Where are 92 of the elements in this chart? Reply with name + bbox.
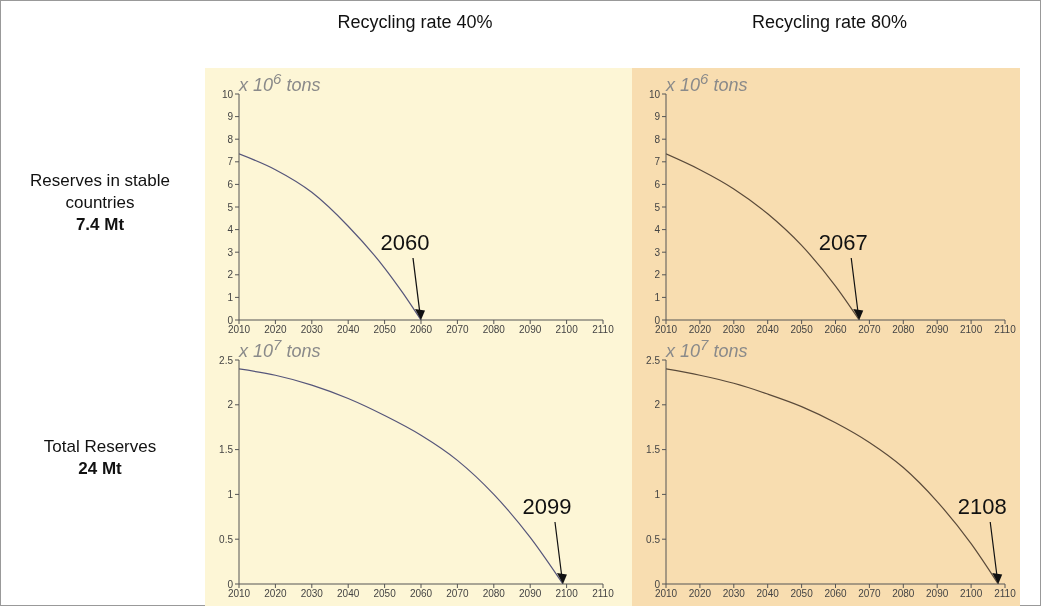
y-tick-label: 1 <box>654 291 661 303</box>
y-tick-label: 1 <box>227 291 234 303</box>
text: 7.4 Mt <box>74 214 126 236</box>
x-tick-label: 2060 <box>409 324 433 336</box>
y-tick-label: 1 <box>227 488 234 500</box>
x-tick-label: 2050 <box>373 324 397 336</box>
annotation: 2067 <box>818 230 868 255</box>
y-tick-label: 7 <box>227 156 234 168</box>
x-tick-label: 2020 <box>688 324 712 336</box>
y-tick-label: 8 <box>227 133 234 145</box>
x-tick-label: 2010 <box>654 324 678 336</box>
y-tick-label: 4 <box>227 224 234 236</box>
x-tick-label: 2050 <box>790 588 814 600</box>
y-tick-label: 2 <box>227 399 234 411</box>
x-tick-label: 2030 <box>300 588 324 600</box>
x-tick-label: 2060 <box>409 588 433 600</box>
x-tick-label: 2080 <box>482 324 506 336</box>
x-tick-label: 2070 <box>446 324 469 336</box>
x-tick-label: 2040 <box>337 324 360 336</box>
x-tick-label: 2010 <box>227 324 251 336</box>
x-tick-label: 2110 <box>994 324 1017 336</box>
y-tick-label: 6 <box>654 178 661 190</box>
x-tick-label: 2020 <box>264 324 287 336</box>
x-tick-label: 2090 <box>926 324 949 336</box>
x-tick-label: 2090 <box>926 588 949 600</box>
x-tick-label: 2080 <box>482 588 506 600</box>
y-tick-label: 9 <box>227 111 234 123</box>
x-tick-label: 2030 <box>722 588 746 600</box>
x-tick-label: 2060 <box>824 324 848 336</box>
x-tick-label: 2070 <box>858 324 881 336</box>
text: Reserves in stable countries <box>29 170 171 214</box>
y-tick-label: 2 <box>654 399 661 411</box>
y-tick-label: 0 <box>227 578 234 590</box>
text: 24 Mt <box>77 458 123 480</box>
x-tick-label: 2020 <box>264 588 287 600</box>
x-tick-label: 2030 <box>722 324 746 336</box>
x-tick-label: 2080 <box>892 324 915 336</box>
y-tick-label: 9 <box>654 111 661 123</box>
y-tick-label: 7 <box>654 156 661 168</box>
y-tick-label: 1.5 <box>646 444 661 456</box>
y-tick-label: 8 <box>654 133 661 145</box>
x-tick-label: 2010 <box>227 588 251 600</box>
x-tick-label: 2090 <box>519 588 542 600</box>
y-tick-label: 5 <box>654 201 661 213</box>
y-tick-label: 2 <box>227 269 234 281</box>
y-tick-label: 0.5 <box>219 533 234 545</box>
x-tick-label: 2080 <box>892 588 915 600</box>
x-tick-label: 2050 <box>790 324 814 336</box>
y-axis-title: x 10$^{6}$ tons <box>666 70 748 96</box>
y-tick-label: 2.5 <box>646 354 661 366</box>
y-axis-title: x 10$^{7}$ tons <box>666 336 748 362</box>
chart-title: Recycling rate 40% <box>336 12 494 33</box>
x-tick-label: 2020 <box>688 588 712 600</box>
x-tick-label: 2100 <box>959 324 983 336</box>
y-tick-label: 1.5 <box>219 444 234 456</box>
y-tick-label: 2 <box>654 269 661 281</box>
annotation: 2108 <box>957 494 1007 519</box>
y-axis-title: x 10$^{6}$ tons <box>239 70 321 96</box>
x-tick-label: 2040 <box>337 588 360 600</box>
x-tick-label: 2070 <box>858 588 881 600</box>
y-tick-label: 6 <box>227 178 234 190</box>
x-tick-label: 2100 <box>959 588 983 600</box>
x-tick-label: 2030 <box>300 324 324 336</box>
y-tick-label: 4 <box>654 224 661 236</box>
x-tick-label: 2050 <box>373 588 397 600</box>
text: Total Reserves <box>42 436 158 458</box>
annotation: 2099 <box>522 494 572 519</box>
y-tick-label: 10 <box>648 88 661 100</box>
x-tick-label: 2090 <box>519 324 542 336</box>
x-tick-label: 2060 <box>824 588 848 600</box>
y-tick-label: 0 <box>654 578 661 590</box>
x-tick-label: 2010 <box>654 588 678 600</box>
y-tick-label: 0.5 <box>646 533 661 545</box>
y-tick-label: 1 <box>654 488 661 500</box>
y-tick-label: 5 <box>227 201 234 213</box>
y-tick-label: 3 <box>227 246 234 258</box>
y-tick-label: 10 <box>221 88 234 100</box>
x-tick-label: 2040 <box>756 324 780 336</box>
chart-title: Recycling rate 80% <box>750 12 909 33</box>
x-tick-label: 2110 <box>592 588 615 600</box>
x-tick-label: 2040 <box>756 588 780 600</box>
x-tick-label: 2100 <box>555 324 579 336</box>
y-axis-title: x 10$^{7}$ tons <box>239 336 321 362</box>
x-tick-label: 2110 <box>592 324 615 336</box>
y-tick-label: 0 <box>227 314 234 326</box>
x-tick-label: 2100 <box>555 588 579 600</box>
y-tick-label: 2.5 <box>219 354 234 366</box>
annotation: 2060 <box>380 230 430 255</box>
x-tick-label: 2110 <box>994 588 1017 600</box>
x-tick-label: 2070 <box>446 588 469 600</box>
y-tick-label: 0 <box>654 314 661 326</box>
y-tick-label: 3 <box>654 246 661 258</box>
